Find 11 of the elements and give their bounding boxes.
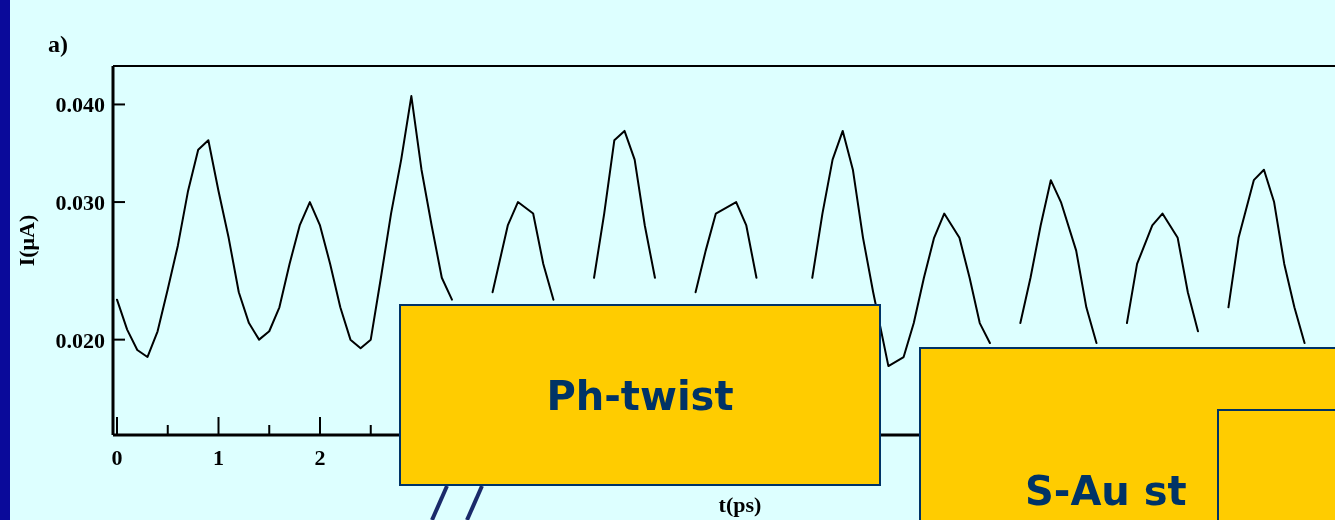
- y-tick-label: 0.040: [55, 92, 105, 118]
- text: S-Au st: [1025, 468, 1187, 514]
- x-tick-label: 2: [314, 445, 326, 470]
- x-tick-label: 1: [213, 445, 224, 470]
- annotation: Ph-twist: [546, 373, 734, 419]
- y-tick-label: 0.020: [55, 327, 105, 353]
- y-tick-label: 0.030: [55, 190, 105, 216]
- y-axis-title: I(μA): [14, 214, 39, 267]
- chart-title: a): [48, 31, 68, 57]
- x-tick-label: 0: [111, 445, 123, 470]
- x-axis-title: t(ps): [718, 492, 762, 517]
